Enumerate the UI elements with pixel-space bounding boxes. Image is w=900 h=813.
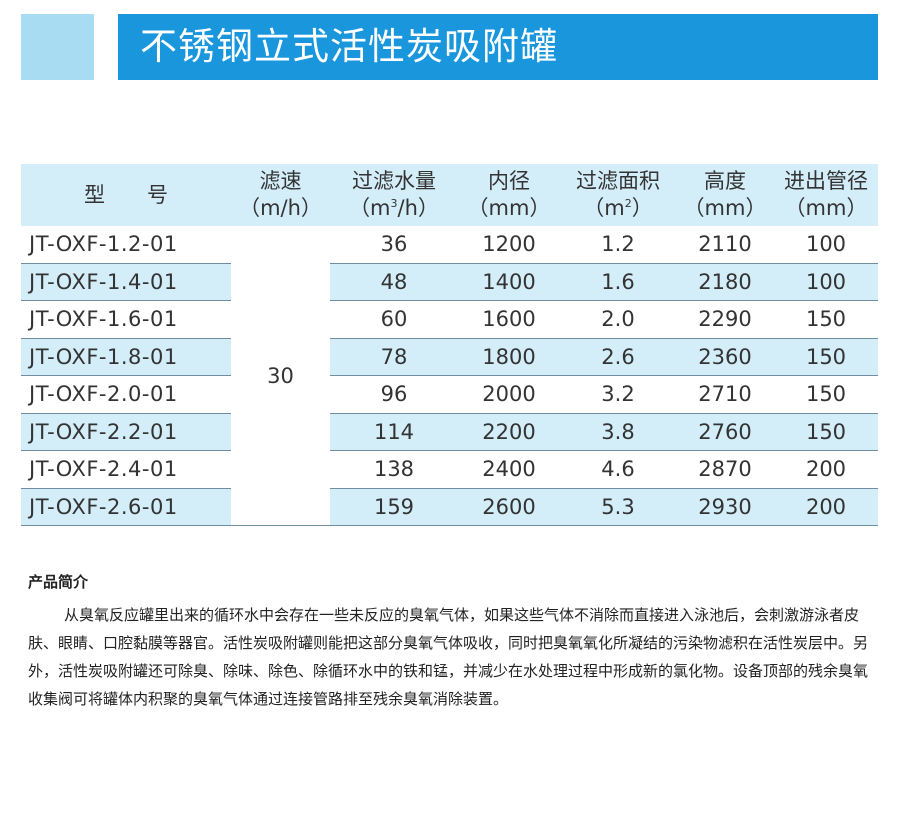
cell-diameter: 1800 bbox=[458, 338, 560, 376]
table-header-row: 型 号 滤速 （m/h） 过滤水量 （m3/h） 内径 （mm） 过滤面积 （m… bbox=[21, 164, 878, 226]
header-flow: 过滤水量 （m3/h） bbox=[330, 164, 458, 226]
cell-flow: 36 bbox=[330, 226, 458, 264]
table-row: JT-OXF-2.0-01 96 2000 3.2 2710 150 bbox=[21, 375, 878, 414]
cell-flow: 96 bbox=[330, 375, 458, 414]
table-row: JT-OXF-2.6-01 159 2600 5.3 2930 200 bbox=[21, 488, 878, 526]
cell-pipe: 150 bbox=[774, 413, 878, 451]
cell-diameter: 2400 bbox=[458, 450, 560, 489]
cell-diameter: 2600 bbox=[458, 488, 560, 526]
cell-model: JT-OXF-2.4-01 bbox=[21, 450, 231, 489]
cell-diameter: 1200 bbox=[458, 226, 560, 264]
cell-height: 2360 bbox=[676, 338, 774, 376]
table-row: JT-OXF-1.8-01 78 1800 2.6 2360 150 bbox=[21, 338, 878, 376]
cell-model: JT-OXF-1.4-01 bbox=[21, 263, 231, 301]
header-model: 型 号 bbox=[21, 164, 231, 226]
cell-area: 2.6 bbox=[560, 338, 676, 376]
cell-flow: 78 bbox=[330, 338, 458, 376]
title-bar: 不锈钢立式活性炭吸附罐 bbox=[118, 14, 878, 80]
cell-height: 2290 bbox=[676, 300, 774, 339]
header-filter-rate: 滤速 （m/h） bbox=[231, 164, 330, 226]
cell-flow: 48 bbox=[330, 263, 458, 301]
spec-table: 型 号 滤速 （m/h） 过滤水量 （m3/h） 内径 （mm） 过滤面积 （m… bbox=[21, 164, 878, 526]
header-height: 高度 （mm） bbox=[676, 164, 774, 226]
cell-pipe: 100 bbox=[774, 263, 878, 301]
cell-area: 2.0 bbox=[560, 300, 676, 339]
cell-model: JT-OXF-2.2-01 bbox=[21, 413, 231, 451]
cell-pipe: 150 bbox=[774, 338, 878, 376]
cell-diameter: 1400 bbox=[458, 263, 560, 301]
table-row: JT-OXF-1.6-01 60 1600 2.0 2290 150 bbox=[21, 300, 878, 339]
cell-area: 3.8 bbox=[560, 413, 676, 451]
cell-flow: 138 bbox=[330, 450, 458, 489]
cell-pipe: 100 bbox=[774, 226, 878, 264]
table-row: JT-OXF-2.2-01 114 2200 3.8 2760 150 bbox=[21, 413, 878, 451]
accent-block bbox=[21, 14, 94, 80]
cell-flow: 114 bbox=[330, 413, 458, 451]
cell-height: 2110 bbox=[676, 226, 774, 264]
cell-height: 2180 bbox=[676, 263, 774, 301]
cell-model: JT-OXF-2.6-01 bbox=[21, 488, 231, 526]
cell-flow: 60 bbox=[330, 300, 458, 339]
table-row: JT-OXF-2.4-01 138 2400 4.6 2870 200 bbox=[21, 450, 878, 489]
header-pipe: 进出管径 （mm） bbox=[774, 164, 878, 226]
header-diameter: 内径 （mm） bbox=[458, 164, 560, 226]
cell-model: JT-OXF-1.2-01 bbox=[21, 226, 231, 264]
page-title: 不锈钢立式活性炭吸附罐 bbox=[140, 25, 558, 68]
cell-area: 5.3 bbox=[560, 488, 676, 526]
cell-pipe: 150 bbox=[774, 375, 878, 414]
intro-paragraph: 从臭氧反应罐里出来的循环水中会存在一些未反应的臭氧气体，如果这些气体不消除而直接… bbox=[28, 606, 869, 708]
cell-pipe: 150 bbox=[774, 300, 878, 339]
cell-model: JT-OXF-2.0-01 bbox=[21, 375, 231, 414]
cell-area: 1.6 bbox=[560, 263, 676, 301]
cell-diameter: 1600 bbox=[458, 300, 560, 339]
cell-model: JT-OXF-1.8-01 bbox=[21, 338, 231, 376]
cell-diameter: 2200 bbox=[458, 413, 560, 451]
cell-height: 2930 bbox=[676, 488, 774, 526]
cell-area: 1.2 bbox=[560, 226, 676, 264]
table-row: JT-OXF-1.2-01 30 36 1200 1.2 2110 100 bbox=[21, 226, 878, 526]
header-area: 过滤面积 （m2） bbox=[560, 164, 676, 226]
cell-height: 2710 bbox=[676, 375, 774, 414]
cell-area: 4.6 bbox=[560, 450, 676, 489]
cell-diameter: 2000 bbox=[458, 375, 560, 414]
cell-pipe: 200 bbox=[774, 450, 878, 489]
section-title: 产品简介 bbox=[28, 573, 89, 591]
table-row: JT-OXF-1.4-01 48 1400 1.6 2180 100 bbox=[21, 263, 878, 301]
cell-height: 2870 bbox=[676, 450, 774, 489]
cell-pipe: 200 bbox=[774, 488, 878, 526]
cell-flow: 159 bbox=[330, 488, 458, 526]
cell-area: 3.2 bbox=[560, 375, 676, 414]
cell-model: JT-OXF-1.6-01 bbox=[21, 300, 231, 339]
cell-height: 2760 bbox=[676, 413, 774, 451]
cell-filter-rate: 30 bbox=[231, 226, 330, 526]
